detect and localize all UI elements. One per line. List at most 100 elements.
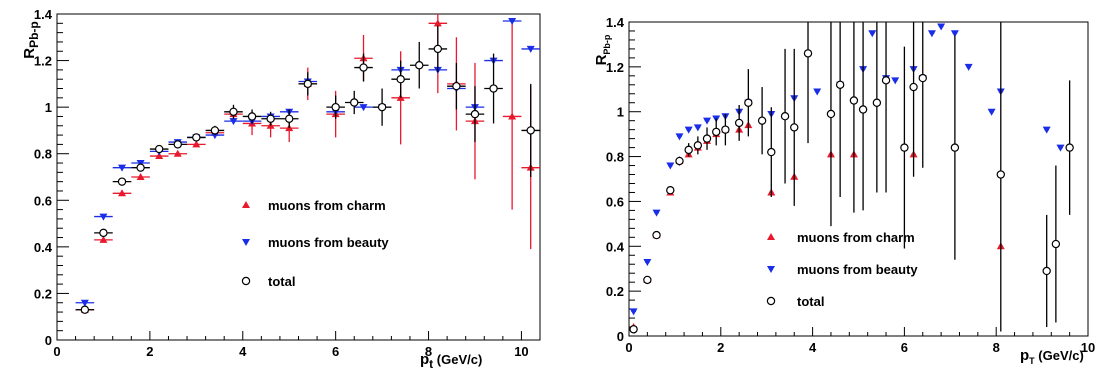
data-point — [192, 133, 201, 142]
data-point — [117, 177, 127, 186]
series-muons-from-beauty — [75, 17, 540, 307]
data-point — [1042, 266, 1051, 276]
y-tick-label: 0.4 — [606, 239, 625, 254]
data-point — [702, 134, 712, 143]
series-total — [75, 25, 540, 314]
x-tick-label: 6 — [901, 340, 908, 355]
legend-label: total — [268, 274, 295, 289]
data-point — [849, 96, 859, 105]
data-point — [99, 213, 108, 221]
data-point — [331, 102, 340, 112]
data-point — [675, 156, 684, 166]
data-point — [80, 299, 89, 307]
data-point — [136, 173, 145, 180]
data-point — [415, 61, 424, 70]
data-point — [285, 114, 294, 123]
x-tick-label: 8 — [425, 344, 432, 359]
data-point — [693, 124, 702, 132]
data-point — [1051, 239, 1061, 249]
y-tick-label: 0 — [617, 329, 624, 344]
data-point — [173, 149, 182, 157]
data-point — [744, 98, 753, 107]
x-tick-label: 4 — [239, 344, 247, 359]
data-point — [508, 112, 517, 120]
data-point — [80, 305, 90, 314]
data-point — [703, 117, 712, 125]
x-tick-label: 2 — [717, 340, 724, 355]
plot-frame — [56, 13, 541, 341]
data-point — [629, 325, 638, 334]
y-tick-label: 0.8 — [34, 147, 52, 162]
data-point — [891, 77, 900, 85]
data-point — [803, 49, 813, 58]
y-tick-label: 1.4 — [606, 15, 625, 30]
data-point — [693, 141, 703, 150]
data-point — [396, 74, 405, 84]
y-tick-label: 1 — [45, 100, 52, 115]
data-point — [350, 98, 359, 107]
y-tick-label: 0.8 — [606, 150, 624, 165]
data-point — [757, 116, 767, 125]
data-point — [721, 125, 730, 134]
data-point — [666, 162, 675, 170]
data-point — [155, 152, 164, 160]
data-point — [734, 118, 744, 128]
data-point — [173, 140, 182, 149]
x-tick-label: 0 — [53, 344, 60, 359]
y-tick-label: 0.6 — [606, 194, 624, 209]
data-point — [790, 123, 799, 132]
data-point — [229, 118, 238, 126]
data-point — [652, 230, 661, 240]
data-point — [452, 81, 461, 91]
data-point — [643, 275, 652, 285]
data-point — [359, 104, 368, 112]
data-point — [154, 144, 164, 154]
data-point — [433, 44, 443, 54]
legend-marker — [767, 266, 775, 273]
plot-frame — [628, 21, 1089, 337]
y-tick-label: 0.4 — [34, 240, 53, 255]
data-point — [489, 84, 498, 93]
data-point — [359, 63, 368, 72]
legend-marker — [767, 233, 775, 240]
data-point — [950, 30, 959, 38]
legend: muons from charm muons from beauty total — [241, 198, 389, 289]
series-total — [629, 22, 1074, 334]
data-point — [643, 258, 652, 266]
x-tick-label: 6 — [332, 344, 339, 359]
data-point — [964, 63, 973, 71]
data-point — [996, 170, 1005, 179]
data-point — [684, 145, 693, 155]
x-tick-label: 8 — [993, 340, 1000, 355]
x-axis-title: pT (GeV/c) — [1020, 347, 1084, 366]
legend-marker — [242, 201, 250, 208]
data-point — [666, 186, 675, 195]
right-chart-panel: 0 2 4 6 8 10 0 0.2 0.4 0.6 0.8 1 1.2 1.4 RPb-p pT (GeV/… — [593, 15, 1095, 366]
data-point — [192, 140, 201, 148]
data-point — [266, 114, 275, 123]
data-point — [470, 109, 480, 119]
legend-label: muons from charm — [268, 198, 386, 213]
y-axis-title: RPb-p — [21, 21, 41, 59]
data-point — [835, 80, 845, 90]
data-point — [99, 228, 108, 238]
data-point — [1056, 144, 1065, 152]
data-point — [675, 133, 684, 141]
legend-marker — [766, 296, 776, 306]
y-tick-label: 0 — [45, 333, 52, 348]
data-point — [950, 143, 960, 152]
legend-marker — [241, 276, 251, 286]
data-point — [229, 107, 238, 117]
data-point — [629, 308, 638, 316]
legend-label: total — [797, 294, 824, 309]
data-point — [881, 76, 891, 85]
series-muons-from-charm — [75, 14, 540, 313]
data-point — [247, 112, 257, 121]
data-point — [813, 88, 822, 96]
data-point — [767, 147, 776, 157]
data-layer — [629, 22, 1074, 334]
data-point — [987, 108, 996, 116]
data-point — [918, 73, 927, 83]
